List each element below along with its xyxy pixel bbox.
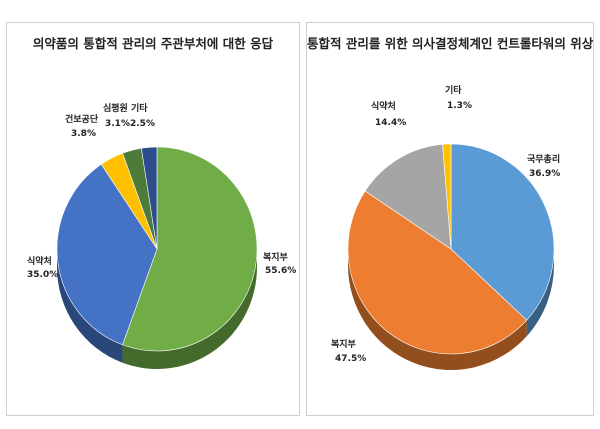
slice-value-label: 3.8% [71, 129, 96, 139]
pie-top [347, 143, 555, 355]
pie-side-slice-1 [57, 249, 123, 363]
pie-labels: 국무총리 36.9% 복지부 47.5% 식약처 14.4% 기타 1.3% [331, 84, 560, 364]
pie-labels: 복지부 55.6% 식약처 35.0% 건보공단 3.8% 심평원 3.1%기타 2.5% [27, 102, 296, 280]
pie-top [56, 146, 258, 352]
pie-slice-3 [442, 143, 452, 250]
slice-label: 기타 [131, 102, 148, 114]
slice-value-label: 2.5% [130, 119, 155, 129]
slice-value-label: 55.6% [265, 266, 296, 276]
pie-slice-1 [56, 163, 158, 346]
slice-label: 복지부 [263, 251, 288, 263]
slice-label: 심평원 [103, 102, 128, 114]
slice-label: 건보공단 [65, 113, 99, 125]
slice-label: 국무총리 [527, 153, 560, 165]
slice-label: 기타 [445, 84, 462, 96]
pie-side-walls [348, 249, 554, 371]
pie-side-slice-0 [122, 249, 257, 370]
slice-label: 식약처 [371, 100, 396, 112]
pie-slice-1 [347, 190, 528, 355]
chart-panel-left: 의약품의 통합적 관리의 주관부처에 대한 응답 복지부 55.6% 식약처 35.0… [6, 22, 300, 416]
slice-label: 식약처 [27, 255, 52, 267]
pie-side-slice-1 [348, 249, 527, 371]
slice-value-label: 47.5% [335, 354, 366, 364]
pie-side-slice-0 [526, 249, 554, 337]
slice-value-label: 35.0% [27, 270, 58, 280]
chart-title-left: 의약품의 통합적 관리의 주관부처에 대한 응답 [32, 36, 274, 51]
slice-value-label: 3.1% [105, 119, 130, 129]
pie-slice-2 [364, 144, 452, 250]
chart-panel-right: 통합적 관리를 위한 의사결정체계인 컨트롤타워의 위상 국무총리 36.9% 복지… [306, 22, 594, 416]
slice-value-label: 36.9% [529, 169, 560, 179]
slice-label: 복지부 [331, 338, 356, 350]
pie-slice-0 [450, 143, 555, 321]
pie-slice-4 [141, 146, 158, 250]
slice-value-label: 1.3% [447, 101, 472, 111]
pie-side-walls [57, 249, 257, 370]
pie-slice-0 [122, 146, 258, 352]
chart-title-right: 통합적 관리를 위한 의사결정체계인 컨트롤타워의 위상 [307, 36, 594, 51]
pie-chart-left: 복지부 55.6% 식약처 35.0% 건보공단 3.8% 심평원 3.1%기타 2.5% [27, 102, 296, 370]
pie-chart-right: 국무총리 36.9% 복지부 47.5% 식약처 14.4% 기타 1.3% [331, 84, 560, 371]
slice-value-label: 14.4% [375, 118, 406, 128]
